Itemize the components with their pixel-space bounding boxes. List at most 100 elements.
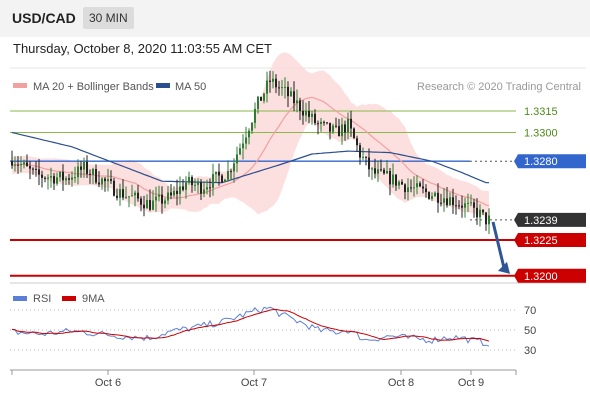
candle-body [293, 91, 295, 104]
candle-body [74, 177, 76, 179]
candle-body [380, 169, 382, 171]
candle-body [47, 177, 49, 179]
candle-body [476, 207, 478, 218]
candle [311, 110, 313, 125]
candle-body [221, 175, 223, 183]
candle [437, 183, 439, 213]
candle-body [371, 168, 373, 170]
candle [470, 194, 472, 207]
candle-body [233, 163, 235, 172]
bollinger-band [12, 52, 489, 221]
candle-body [26, 162, 28, 167]
candle-body [80, 166, 82, 170]
candle-body [17, 164, 19, 166]
candle [389, 168, 391, 196]
candle-body [368, 157, 370, 170]
candle [41, 170, 43, 188]
candle [173, 186, 175, 198]
candle [296, 89, 298, 113]
candle [179, 176, 181, 205]
ma50-line [11, 131, 489, 184]
candle [242, 134, 244, 160]
candle [419, 181, 421, 188]
rsi-layer: 70 50 30 [10, 305, 536, 357]
candle [275, 74, 277, 94]
candle [458, 200, 460, 209]
candle-body [410, 187, 412, 189]
candle [383, 167, 385, 175]
candle-body [179, 186, 181, 194]
candle-body [98, 182, 100, 185]
candle-body [449, 197, 451, 206]
candle [434, 191, 436, 197]
candle-body [440, 202, 442, 204]
timeframe-badge[interactable]: 30 MIN [83, 7, 134, 29]
candle [320, 118, 322, 132]
candle-body [77, 166, 79, 178]
candle [59, 171, 61, 182]
candle [455, 195, 457, 215]
candle [290, 87, 292, 97]
candle-body [95, 169, 97, 183]
rsi-ma-line [11, 308, 490, 342]
candle-body [257, 96, 259, 109]
candle [176, 179, 178, 206]
candle-body [338, 126, 340, 137]
candle-body [134, 192, 136, 196]
candle [149, 189, 151, 212]
candle [344, 120, 346, 141]
candle-body [170, 192, 172, 196]
candle-body [377, 169, 379, 174]
x-axis-layer: Oct 6 Oct 7 Oct 8 Oct 9 [11, 370, 517, 389]
candle [341, 117, 343, 145]
pivot-level-tag: 1.3280 [514, 154, 586, 169]
candle [83, 157, 85, 178]
candle [239, 143, 241, 156]
candle [143, 195, 145, 217]
candle [404, 183, 406, 200]
candle-body [110, 179, 112, 181]
forecast-arrow-shaft [491, 221, 506, 269]
candle-body [20, 164, 22, 166]
candle-body [173, 190, 175, 196]
candle-body [29, 166, 31, 169]
candle-body [14, 164, 16, 166]
candle [152, 190, 154, 211]
candle [182, 179, 184, 192]
candle [89, 169, 91, 184]
candle-body [251, 122, 253, 131]
candle-body [140, 198, 142, 205]
candle-body [89, 173, 91, 175]
candle-body [71, 177, 73, 180]
candle-body [176, 190, 178, 194]
candle-body [404, 184, 406, 193]
candle-body [416, 183, 418, 188]
candle-body [146, 200, 148, 209]
candle-body [224, 179, 226, 183]
candle [362, 147, 364, 161]
candle [233, 158, 235, 183]
candle-body [482, 209, 484, 213]
level-tag-background [514, 212, 586, 227]
level-tags-layer: 1.3315 1.3300 1.3280 1.3239 1.3225 1.3200 [514, 106, 586, 283]
candle-body [230, 171, 232, 173]
candle-body [131, 195, 133, 197]
candle [218, 163, 220, 186]
candle-body [299, 100, 301, 111]
candle-body [326, 122, 328, 124]
candle-body [308, 111, 310, 117]
candle-body [407, 187, 409, 192]
candle-body [161, 194, 163, 204]
candle-body [86, 162, 88, 174]
candle-body [212, 174, 214, 188]
candle [221, 173, 223, 184]
candle-body [311, 113, 313, 117]
candle [353, 127, 355, 139]
candle [317, 120, 319, 135]
candle [158, 185, 160, 202]
candle-body [101, 178, 103, 185]
candle [359, 142, 361, 165]
candle [134, 190, 136, 207]
candle-body [437, 192, 439, 203]
